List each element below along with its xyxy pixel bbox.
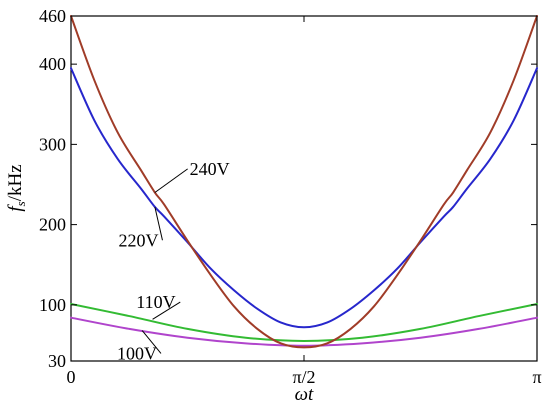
y-tick-label: 460 — [39, 6, 66, 26]
annotation-label-100v: 100V — [117, 343, 157, 363]
y-tick-label: 200 — [39, 215, 66, 235]
y-tick-label: 30 — [48, 351, 66, 371]
annotation-leader-100v — [141, 330, 162, 354]
series-layer — [70, 15, 538, 349]
annotation-leader-240v — [154, 168, 188, 193]
y-axis-title-main: f — [5, 204, 26, 212]
series-line-100v — [70, 316, 538, 347]
annotation-label-220v: 220V — [118, 230, 158, 250]
annotation-label-240v: 240V — [190, 159, 230, 179]
series-line-240v — [70, 15, 538, 349]
x-axis-title: ωt — [295, 384, 314, 405]
y-axis-title-sub: s — [13, 201, 28, 206]
y-axis-title-unit: /kHz — [5, 164, 26, 201]
y-axis-title: fs/kHz — [5, 164, 28, 211]
x-tick-label: π/2 — [292, 367, 315, 387]
annotation-leader-220v — [154, 206, 163, 241]
x-tick-label: 0 — [67, 367, 76, 387]
y-tick-label: 100 — [39, 295, 66, 315]
annotation-label-110v: 110V — [136, 292, 175, 312]
x-tick-label: π — [532, 367, 541, 387]
y-tick-label: 400 — [39, 54, 66, 74]
tick-layer: 0 π/2 π 30 100 200 300 400 460 — [39, 6, 542, 387]
annotation-layer: 240V 220V 110V 100V — [117, 159, 230, 364]
y-tick-label: 300 — [39, 134, 66, 154]
annotation-leader-110v — [152, 301, 181, 320]
series-line-220v — [70, 67, 538, 329]
series-line-110v — [70, 303, 538, 342]
